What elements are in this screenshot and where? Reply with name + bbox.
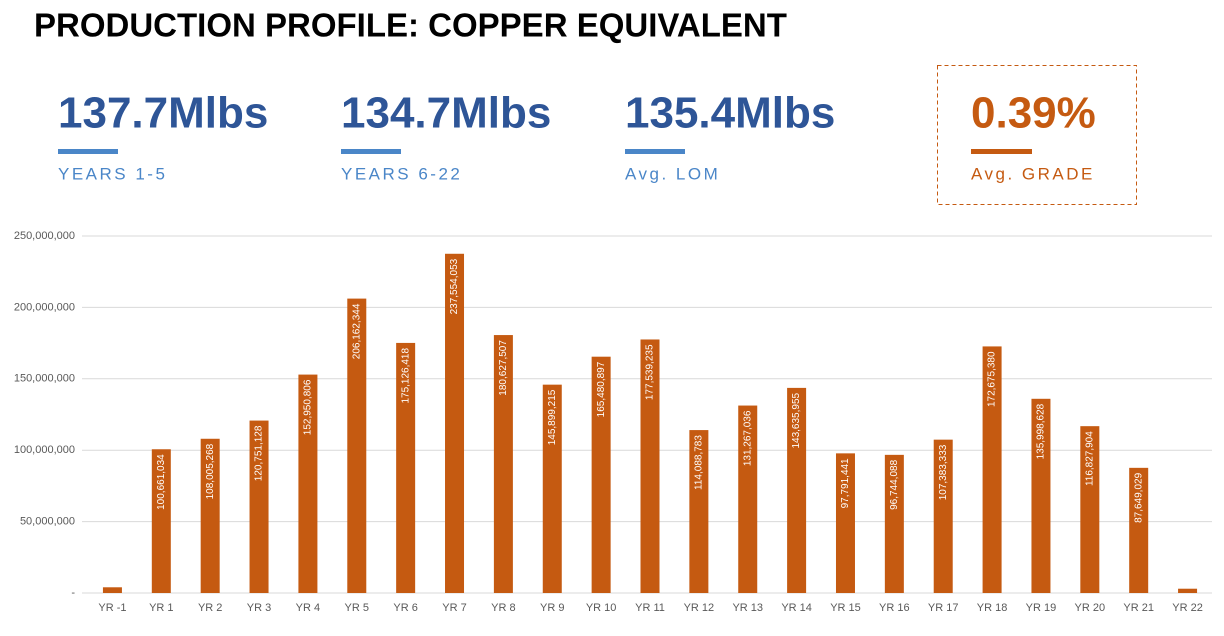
value-label: 145,899,215 [547,389,558,445]
y-tick-label: - [71,587,75,599]
value-label: 116,827,904 [1084,431,1095,486]
x-tick-label: YR 5 [345,602,369,614]
kpi-value: 0.39% [971,89,1096,138]
bar [151,449,171,593]
kpi-underline [625,149,685,154]
value-label: 180,627,507 [498,340,509,396]
kpi-label: YEARS 1-5 [58,164,167,183]
bar [445,253,465,593]
x-tick-label: YR 3 [247,602,271,614]
bar [249,420,269,593]
x-tick-label: YR 19 [1026,602,1057,614]
value-label: 143,635,955 [791,392,802,448]
value-label: 237,554,053 [449,258,460,314]
kpi-value: 134.7Mlbs [341,89,551,138]
value-label: 172,675,380 [987,351,998,407]
bar [689,430,709,593]
value-label: 108,005,268 [205,443,216,499]
x-tick-label: YR 4 [296,602,320,614]
bar [738,405,758,593]
value-label: 107,383,333 [938,444,949,500]
x-tick-label: YR 12 [684,602,715,614]
value-label: 206,162,344 [351,303,362,359]
bar [200,438,220,593]
y-tick-label: 50,000,000 [20,516,75,528]
value-label: 152,950,806 [303,379,314,435]
y-tick-label: 200,000,000 [14,301,75,313]
x-tick-label: YR 10 [586,602,617,614]
x-tick-label: YR 18 [977,602,1008,614]
kpi-label: Avg. LOM [625,164,720,183]
value-label: 96,744,088 [889,459,900,509]
x-tick-label: YR 8 [491,602,515,614]
bar [493,335,513,593]
x-tick-label: YR 21 [1123,602,1154,614]
x-tick-label: YR 7 [442,602,466,614]
x-tick-label: YR 9 [540,602,564,614]
y-tick-label: 250,000,000 [14,230,75,242]
bar [396,342,416,593]
bar [787,387,807,593]
x-tick-label: YR 17 [928,602,959,614]
kpi-underline [971,149,1032,154]
value-label: 87,649,029 [1133,472,1144,522]
value-label: 100,661,034 [156,454,167,510]
value-label: 131,267,036 [742,410,753,466]
value-label: 114,088,783 [694,435,705,490]
kpi-underline [58,149,118,154]
bar [640,339,660,593]
x-tick-label: YR 1 [149,602,173,614]
x-tick-label: YR 11 [635,602,665,614]
bar [835,453,855,593]
kpi-label: Avg. GRADE [971,164,1095,183]
value-label: 120,751,128 [254,425,265,481]
bar [347,298,367,593]
y-tick-label: 100,000,000 [14,444,75,456]
x-tick-label: YR 20 [1075,602,1106,614]
value-label: 177,539,235 [645,344,656,400]
bar [1129,467,1149,593]
kpi-underline [341,149,401,154]
kpi-value: 135.4Mlbs [625,89,835,138]
bar [298,374,318,593]
kpi-label: YEARS 6-22 [341,164,462,183]
x-tick-label: YR 13 [732,602,763,614]
chart-title: PRODUCTION PROFILE: COPPER EQUIVALENT [34,7,787,44]
bar [1031,398,1051,593]
x-tick-label: YR 22 [1172,602,1203,614]
highlight-box [937,65,1137,205]
bar [542,384,562,593]
bar [102,587,122,593]
bar [982,346,1002,593]
value-label: 97,791,441 [840,458,851,508]
x-tick-label: YR 16 [879,602,910,614]
x-tick-label: YR -1 [98,602,126,614]
x-tick-label: YR 2 [198,602,222,614]
x-tick-label: YR 6 [393,602,417,614]
bar [1178,588,1198,593]
y-tick-label: 150,000,000 [14,373,75,385]
value-label: 135,998,628 [1036,403,1047,459]
kpi-value: 137.7Mlbs [58,89,268,138]
bar [1080,426,1100,593]
value-label: 175,126,418 [400,347,411,403]
bar [933,439,953,593]
x-tick-label: YR 15 [830,602,861,614]
bar [591,356,611,593]
x-tick-label: YR 14 [781,602,812,614]
bar [884,454,904,593]
value-label: 165,480,897 [596,361,607,417]
